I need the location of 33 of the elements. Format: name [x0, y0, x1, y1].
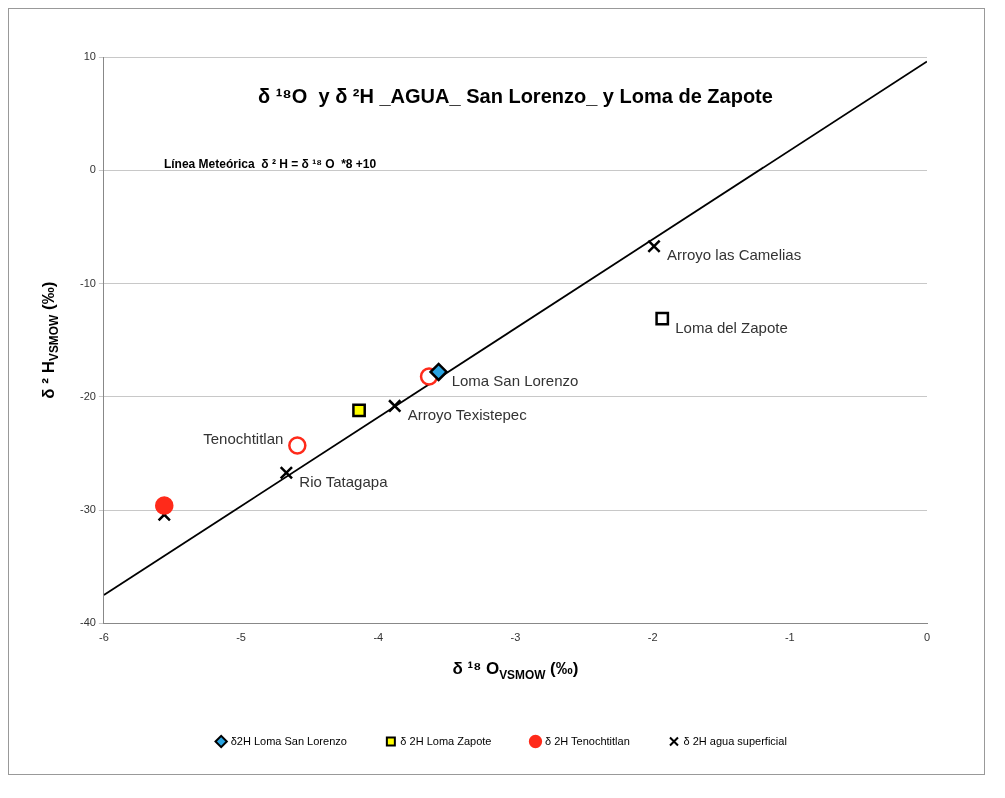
x-tick-label: -2	[647, 631, 658, 644]
y-tick-label: -30	[79, 503, 96, 516]
legend-label: δ 2H Tenochtitlan	[544, 734, 630, 747]
x-tick-label: -6	[99, 631, 109, 644]
annotation: Arroyo Texistepec	[407, 406, 528, 424]
x-tick-label: -3	[510, 631, 521, 644]
point	[288, 436, 307, 455]
y-tick-label: -10	[79, 276, 96, 289]
annotation: Rio Tatagapa	[299, 472, 389, 490]
legend-label: δ 2H agua superficial	[683, 734, 787, 747]
y-tick-label: 0	[89, 163, 96, 176]
y-axis-title: δ ² HVSMOW (‰)	[38, 281, 62, 399]
point	[279, 465, 294, 480]
x-tick-label: 0	[923, 631, 931, 644]
annotation: Loma del Zapote	[675, 318, 788, 336]
annotation: Arroyo las Camelias	[667, 246, 802, 264]
point	[647, 239, 661, 254]
point	[155, 496, 174, 515]
y-tick-label: -40	[79, 616, 96, 629]
annotation: Tenochtitlan	[203, 429, 284, 447]
point	[387, 399, 402, 413]
y-tick-label: -20	[79, 389, 96, 402]
point	[352, 403, 366, 418]
legend-label: δ2H Loma San Lorenzo	[230, 734, 347, 747]
text: δ ¹⁸O y δ ²H _AGUA_ San Lorenzo_ y Loma de Zapote	[258, 84, 773, 107]
y-tick-label: 10	[83, 50, 96, 63]
point	[429, 362, 448, 382]
legend-label: δ 2H Loma Zapote	[400, 734, 492, 747]
annotation: Loma San Lorenzo	[451, 372, 579, 390]
x-tick-label: -4	[373, 631, 384, 644]
annotation: Línea Meteórica δ ² H = δ ¹⁸ O *8 +10	[163, 157, 377, 172]
x-tick-label: -1	[784, 631, 795, 644]
x-tick-label: -5	[236, 631, 246, 644]
